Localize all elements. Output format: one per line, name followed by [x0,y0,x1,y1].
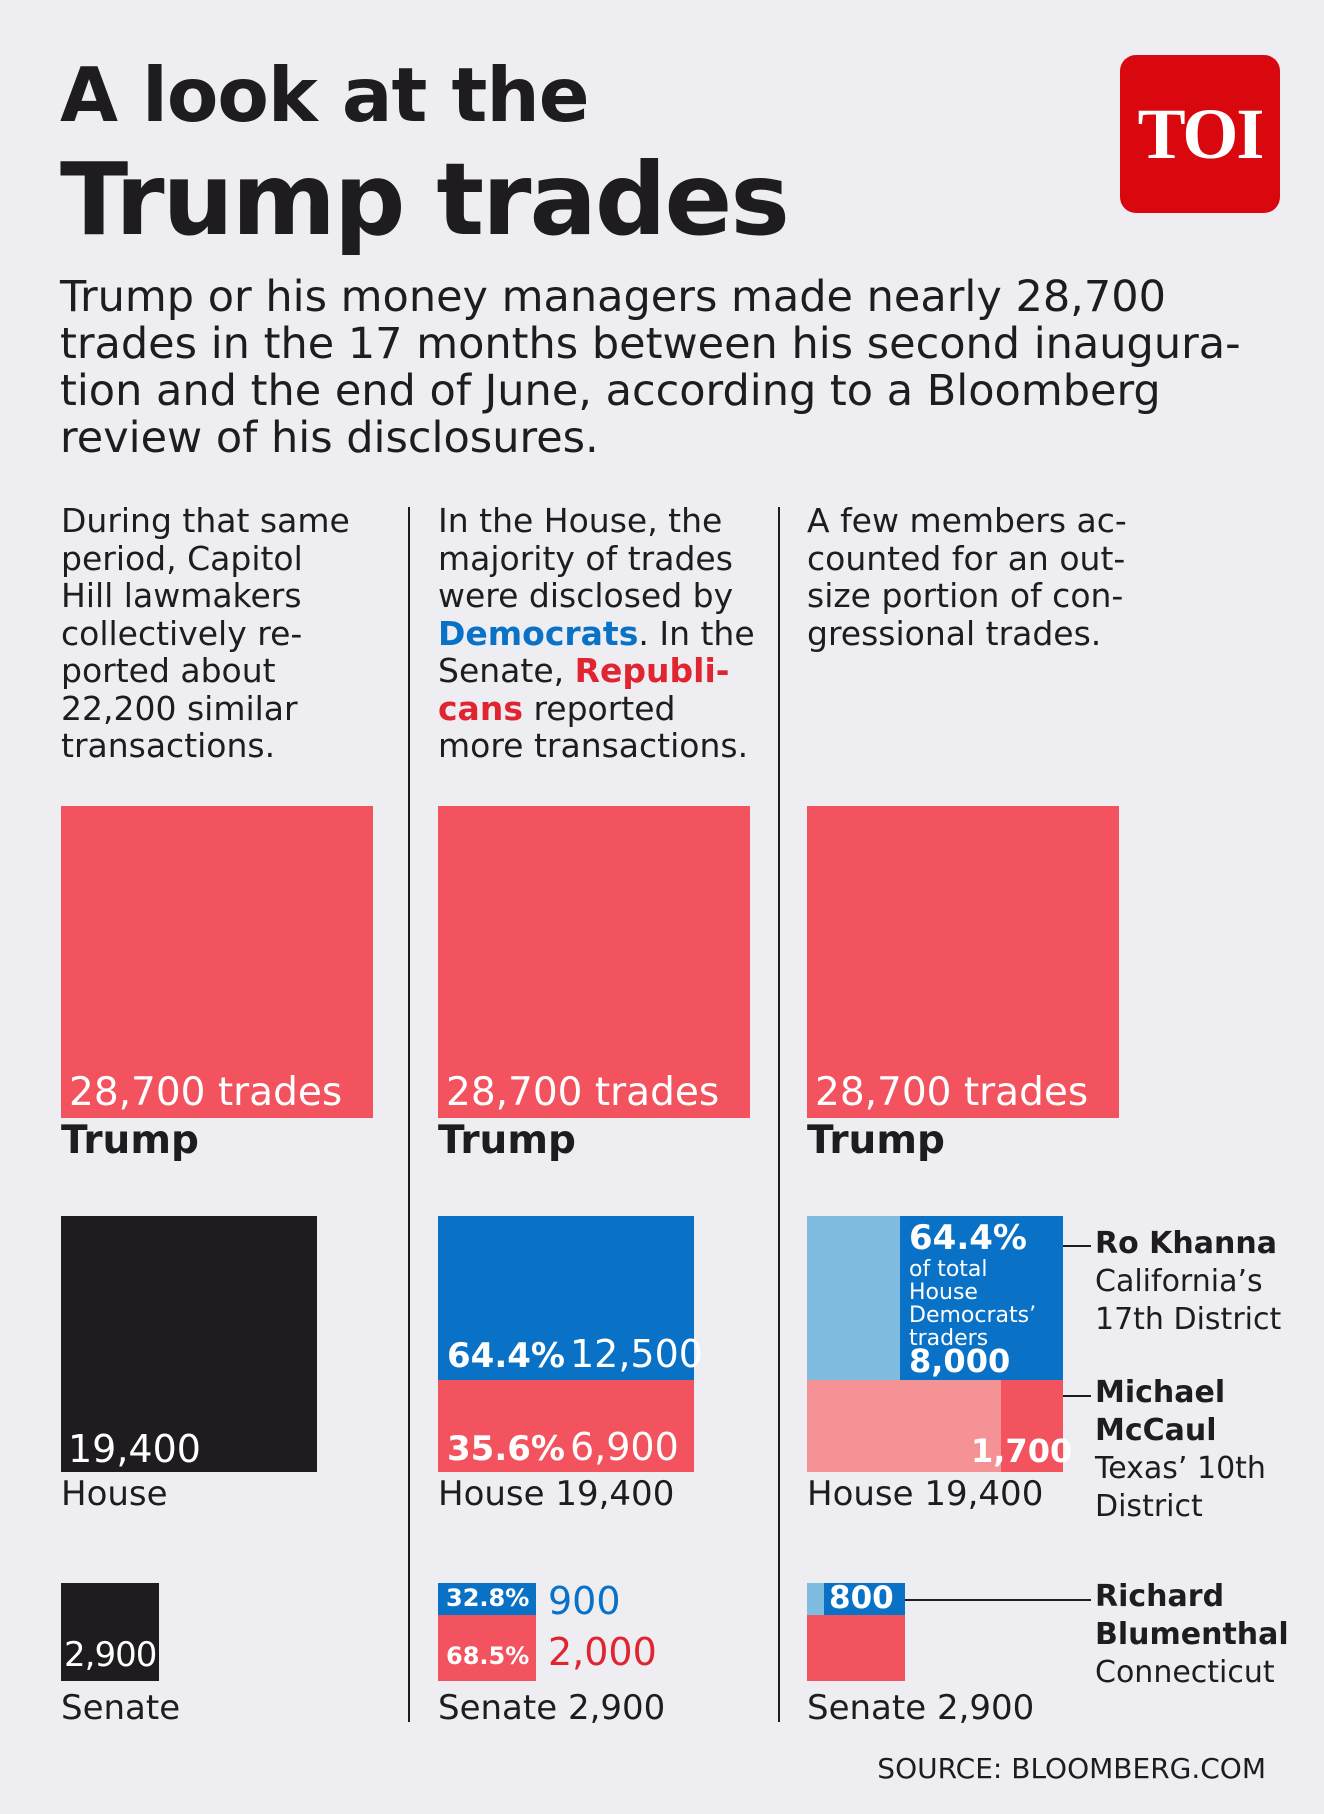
senate-label: Senate [61,1688,181,1728]
republicans-highlight: Republi- [574,651,730,690]
trump-label: Trump [807,1118,945,1163]
senate-democrats-block-light [807,1583,824,1615]
mccaul-block [1001,1380,1063,1472]
senate-total-label: Senate 2,900 [807,1688,1035,1728]
trump-value-label: 28,700 trades [446,1070,720,1115]
blumenthal-block [824,1583,905,1615]
trump-label: Trump [61,1118,199,1163]
column-divider [778,507,780,1722]
col2-text: In the House, the majority of trades wer… [438,501,755,765]
house-democrats-block [438,1216,694,1380]
khanna-pct: 64.4% [909,1218,1027,1258]
mccaul-value: 1,700 [971,1432,1073,1470]
senate-square [61,1583,159,1681]
republicans-highlight: cans [438,688,523,728]
senate-rep-pct: 68.5% [446,1642,530,1670]
column-divider [408,507,410,1722]
khanna-note: of total House Democrats’ traders [909,1257,1037,1351]
toi-logo: TOI [1120,55,1280,213]
house-label: House [61,1474,168,1514]
house-total-label: House 19,400 [438,1474,675,1514]
col1-text: During that same period, Capitol Hill la… [61,501,350,765]
leader-line [1063,1245,1091,1247]
blumenthal-annotation: Richard Blumenthal Connecticut [1095,1579,1289,1690]
mccaul-annotation: Michael McCaul Texas’ 10th District [1095,1375,1266,1524]
khanna-annotation: Ro Khanna California’s 17th District [1095,1226,1282,1337]
senate-democrats-block [438,1583,536,1615]
trump-label: Trump [438,1118,576,1163]
senate-dem-value: 900 [548,1579,621,1623]
house-republicans-block [438,1380,694,1472]
leader-line [1063,1395,1091,1397]
house-square [61,1216,317,1472]
title-line-2: Trump trades [60,141,790,258]
senate-republicans-block [438,1615,536,1681]
intro-paragraph: Trump or his money managers made nearly … [60,272,1241,463]
house-rep-value: 6,900 [570,1425,679,1469]
trump-square [61,806,373,1118]
trump-square [807,806,1119,1118]
senate-total-label: Senate 2,900 [438,1688,666,1728]
trump-value-label: 28,700 trades [69,1070,343,1115]
house-total-label: House 19,400 [807,1474,1044,1514]
senate-dem-pct: 32.8% [446,1584,530,1612]
house-dem-pct: 64.4% [447,1336,565,1376]
khanna-value: 8,000 [909,1342,1011,1380]
source-credit: SOURCE: BLOOMBERG.COM [877,1752,1266,1785]
house-value-label: 19,400 [68,1427,201,1471]
col3-text: A few members ac- counted for an out- si… [807,501,1127,653]
democrats-highlight: Democrats [438,613,639,653]
title-line-1: A look at the [60,51,590,139]
house-dem-value: 12,500 [570,1332,703,1376]
trump-square [438,806,750,1118]
senate-rep-value: 2,000 [548,1630,657,1674]
leader-line [905,1599,1091,1601]
trump-value-label: 28,700 trades [815,1070,1089,1115]
senate-value-label: 2,900 [64,1635,157,1675]
blumenthal-value: 800 [829,1580,894,1616]
house-rep-pct: 35.6% [447,1429,565,1469]
khanna-block [900,1216,1063,1380]
